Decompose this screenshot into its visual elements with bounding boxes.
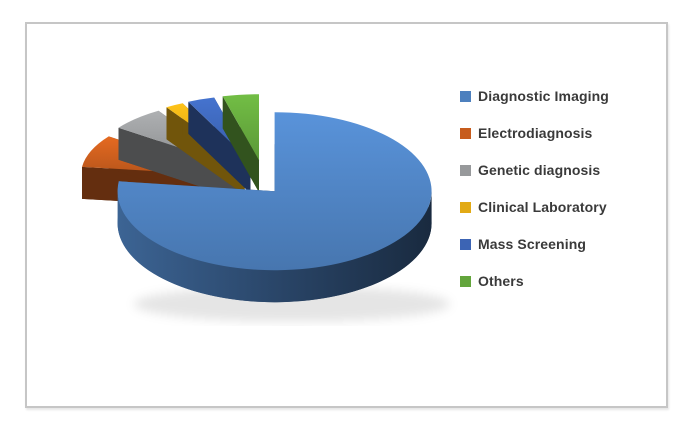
legend-label: Diagnostic Imaging (478, 88, 609, 104)
legend-item-others: Others (460, 273, 609, 289)
legend-item-mass-screening: Mass Screening (460, 236, 609, 252)
legend-swatch-icon (460, 127, 471, 139)
pie-slice-others (222, 94, 259, 193)
legend-label: Genetic diagnosis (478, 162, 601, 178)
legend-label: Electrodiagnosis (478, 125, 593, 141)
legend-label: Clinical Laboratory (478, 199, 607, 215)
legend-item-electrodiagnosis: Electrodiagnosis (460, 125, 609, 141)
legend-label: Others (478, 273, 524, 289)
legend-swatch-icon (460, 275, 471, 287)
legend-item-diagnostic-imaging: Diagnostic Imaging (460, 88, 609, 104)
legend-swatch-icon (460, 201, 471, 213)
legend-item-clinical-laboratory: Clinical Laboratory (460, 199, 609, 215)
legend-item-genetic-diagnosis: Genetic diagnosis (460, 162, 609, 178)
legend-swatch-icon (460, 164, 471, 176)
pie-slice-diagnostic-imaging (117, 112, 432, 303)
legend-swatch-icon (460, 238, 471, 250)
legend-label: Mass Screening (478, 236, 586, 252)
chart-legend: Diagnostic Imaging Electrodiagnosis Gene… (460, 88, 609, 289)
legend-swatch-icon (460, 90, 471, 102)
